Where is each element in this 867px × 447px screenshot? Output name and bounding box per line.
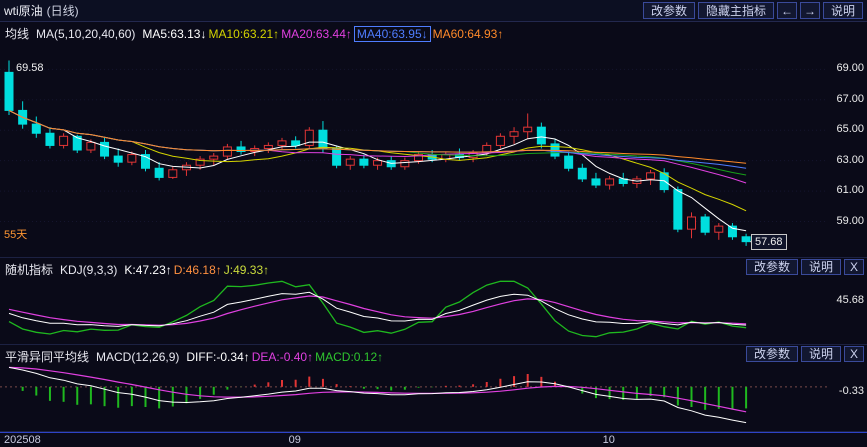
macd-dea-value: DEA:-0.40↑ (251, 349, 314, 364)
ma-indicator-formula: MA(5,10,20,40,60) (36, 26, 136, 41)
macd-values: DIFF:-0.34↑ DEA:-0.40↑ MACD:0.12↑ (186, 350, 385, 364)
hide-main-indicator-button[interactable]: 隐藏主指标 (697, 2, 774, 19)
main-chart-panel: 均线 MA(5,10,20,40,60) MA5:63.13↓ MA10:63.2… (0, 22, 867, 258)
kdj-formula: KDJ(9,3,3) (60, 262, 118, 277)
price-axis-label: 67.00 (836, 92, 864, 105)
ma-indicator-name: 均线 (5, 27, 30, 41)
macd-edit-params-button[interactable]: 改参数 (745, 346, 798, 362)
macd-chart[interactable] (0, 345, 867, 432)
kdj-chart[interactable] (0, 258, 867, 345)
macd-help-button[interactable]: 说明 (800, 346, 841, 362)
high-price-annotation: 69.58 (16, 62, 44, 75)
macd-panel-buttons: 改参数 说明 X (745, 346, 864, 362)
macd-hist-value: MACD:0.12↑ (315, 349, 384, 364)
help-button[interactable]: 说明 (822, 2, 863, 19)
symbol-name: wti原油 (4, 4, 43, 18)
price-axis-label: 63.00 (836, 153, 864, 166)
macd-header: 平滑异同平均线 MACD(12,26,9) DIFF:-0.34↑ DEA:-0.… (5, 348, 385, 365)
ma5-value[interactable]: MA5:63.13↓ (142, 26, 207, 41)
kdj-close-button[interactable]: X (844, 259, 864, 275)
kdj-panel-buttons: 改参数 说明 X (745, 259, 864, 275)
macd-indicator-name: 平滑异同平均线 (5, 350, 90, 364)
time-axis-label: 10 (602, 434, 615, 446)
topbar-buttons: 改参数 隐藏主指标 ← → 说明 (642, 2, 863, 19)
price-axis-label: 61.00 (836, 184, 864, 197)
ma40-value[interactable]: MA40:63.95↓ (353, 25, 431, 42)
kdj-j-value: J:49.33↑ (223, 262, 270, 277)
price-axis-label: 69.00 (836, 62, 864, 75)
kdj-help-button[interactable]: 说明 (800, 259, 841, 275)
ma20-value[interactable]: MA20:63.44↑ (281, 26, 352, 41)
ma60-value[interactable]: MA60:64.93↑ (432, 26, 504, 41)
topbar: wti原油 (日线) 改参数 隐藏主指标 ← → 说明 (0, 0, 867, 22)
edit-params-button[interactable]: 改参数 (642, 2, 695, 19)
time-axis-label: 202508 (4, 434, 41, 446)
macd-diff-value: DIFF:-0.34↑ (186, 349, 250, 364)
price-axis-label: 59.00 (836, 214, 864, 227)
time-axis: 202508 09 10 (0, 432, 867, 447)
ma-values: MA5:63.13↓ MA10:63.21↑ MA20:63.44↑ MA40:63.… (142, 25, 505, 42)
time-axis-label: 09 (288, 434, 301, 446)
macd-panel: 平滑异同平均线 MACD(12,26,9) DIFF:-0.34↑ DEA:-0.… (0, 345, 867, 432)
ma10-value[interactable]: MA10:63.21↑ (208, 26, 280, 41)
kdj-edit-params-button[interactable]: 改参数 (745, 259, 798, 275)
kdj-d-value: D:46.18↑ (173, 262, 222, 277)
kdj-k-value: K:47.23↑ (124, 262, 172, 277)
visible-days-label: 55天 (4, 229, 28, 241)
kdj-header: 随机指标 KDJ(9,3,3) K:47.23↑ D:46.18↑ J:49.33↑ (5, 261, 271, 278)
macd-close-button[interactable]: X (844, 346, 864, 362)
kdj-axis-value: 45.68 (836, 294, 864, 306)
kdj-panel: 随机指标 KDJ(9,3,3) K:47.23↑ D:46.18↑ J:49.33↑… (0, 258, 867, 345)
kdj-values: K:47.23↑ D:46.18↑ J:49.33↑ (124, 263, 271, 277)
kdj-indicator-name: 随机指标 (5, 263, 54, 277)
price-axis-label: 65.00 (836, 123, 864, 136)
period-label: (日线) (46, 4, 79, 18)
last-price-tag: 57.68 (751, 233, 787, 250)
next-indicator-button[interactable]: → (799, 2, 820, 19)
macd-axis-value: -0.33 (838, 385, 864, 397)
candlestick-chart[interactable] (0, 22, 867, 258)
instrument-title: wti原油 (日线) (4, 2, 79, 19)
ma-indicator-header: 均线 MA(5,10,20,40,60) MA5:63.13↓ MA10:63.2… (5, 25, 505, 42)
macd-formula: MACD(12,26,9) (96, 349, 180, 364)
prev-indicator-button[interactable]: ← (776, 2, 797, 19)
